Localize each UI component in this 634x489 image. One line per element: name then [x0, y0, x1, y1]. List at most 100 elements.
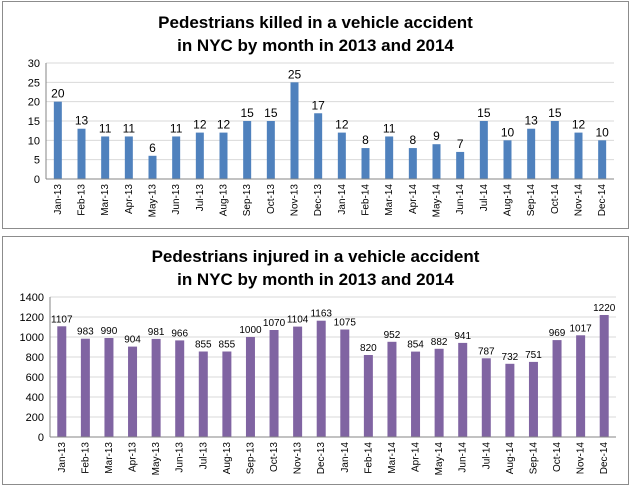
injured-category-label: Jun-13 [175, 442, 186, 473]
killed-category-label: Nov-13 [290, 184, 301, 217]
injured-category-label: Mar-14 [387, 442, 398, 474]
injured-ytick-label: 400 [26, 392, 44, 404]
injured-bar [198, 351, 208, 437]
killed-category-label: May-14 [432, 184, 443, 218]
injured-bar [293, 326, 303, 437]
injured-chart-panel: Pedestrians injured in a vehicle acciden… [2, 236, 629, 485]
killed-data-label: 15 [240, 106, 254, 120]
injured-bar [481, 358, 491, 437]
injured-ytick-label: 0 [38, 432, 44, 444]
killed-ytick-label: 30 [28, 58, 40, 70]
killed-data-label: 11 [99, 121, 112, 135]
killed-category-label: Mar-14 [384, 184, 395, 216]
killed-bar [314, 113, 323, 179]
injured-data-label: 787 [478, 346, 495, 357]
injured-category-label: Apr-14 [411, 442, 422, 472]
killed-bar [101, 136, 110, 179]
killed-category-label: Apr-13 [124, 184, 135, 214]
injured-data-label: 1075 [334, 318, 357, 329]
injured-category-label: Nov-14 [576, 442, 587, 475]
killed-category-label: Apr-14 [408, 184, 419, 214]
killed-category-label: Feb-14 [361, 184, 372, 216]
injured-bar [245, 337, 255, 437]
injured-bar [599, 315, 609, 437]
killed-data-label: 10 [595, 125, 609, 139]
killed-data-label: 17 [311, 98, 325, 112]
injured-data-label: 1163 [310, 309, 332, 320]
injured-data-label: 855 [195, 340, 212, 351]
injured-bar [175, 340, 185, 437]
killed-bar [598, 140, 607, 179]
injured-bar [505, 363, 515, 437]
injured-bar [434, 348, 444, 437]
injured-data-label: 941 [454, 331, 471, 342]
killed-ytick-label: 15 [28, 116, 40, 128]
killed-data-label: 9 [433, 129, 440, 143]
killed-data-label: 11 [170, 121, 183, 135]
killed-bar [456, 151, 465, 179]
injured-category-label: Jan-13 [57, 442, 68, 473]
killed-data-label: 11 [123, 121, 136, 135]
killed-category-label: Jun-14 [455, 184, 466, 215]
killed-bar [479, 121, 488, 179]
injured-data-label: 1220 [593, 303, 616, 314]
injured-category-label: Oct-13 [269, 442, 280, 472]
injured-category-label: May-14 [434, 442, 445, 476]
injured-bar [458, 342, 468, 437]
injured-data-label: 969 [549, 328, 566, 339]
killed-chart-title-line1: Pedestrians killed in a vehicle accident [158, 13, 473, 32]
injured-data-label: 854 [407, 340, 424, 351]
killed-bar [503, 140, 512, 179]
killed-category-label: Oct-14 [550, 184, 561, 214]
injured-data-label: 820 [360, 343, 377, 354]
injured-category-label: Feb-13 [80, 442, 91, 474]
killed-category-label: Sep-13 [242, 184, 253, 217]
killed-category-label: Jan-13 [53, 184, 64, 215]
killed-data-label: 6 [149, 141, 156, 155]
injured-ytick-label: 600 [26, 372, 44, 384]
injured-bar [316, 320, 326, 437]
injured-data-label: 1107 [51, 314, 73, 325]
injured-bar [387, 341, 397, 437]
killed-category-label: Jun-13 [171, 184, 182, 215]
injured-ytick-label: 200 [26, 412, 44, 424]
injured-data-label: 751 [525, 350, 542, 361]
injured-category-label: Mar-13 [104, 442, 115, 474]
killed-bar [172, 136, 181, 179]
killed-chart-plot: 0 5 10 15 20 25 30 20 Jan-13 13 Feb-13 11 Mar-13 11 Ap… [28, 58, 614, 218]
killed-data-label: 20 [51, 87, 65, 101]
injured-category-label: Sep-14 [528, 442, 539, 475]
injured-bar [151, 338, 161, 437]
injured-category-label: Aug-14 [505, 442, 516, 475]
killed-data-label: 7 [457, 137, 464, 151]
killed-category-label: Jan-14 [337, 184, 348, 215]
killed-data-label: 8 [362, 133, 369, 147]
injured-data-label: 732 [502, 352, 519, 363]
killed-data-label: 12 [217, 118, 231, 132]
injured-bar [269, 330, 279, 437]
injured-data-label: 1070 [263, 318, 286, 329]
killed-data-label: 15 [477, 106, 491, 120]
injured-category-label: Feb-14 [363, 442, 374, 474]
injured-data-label: 904 [124, 335, 141, 346]
injured-data-label: 1017 [570, 323, 593, 334]
injured-chart-title-line1: Pedestrians injured in a vehicle acciden… [151, 247, 480, 266]
killed-category-label: May-13 [148, 184, 159, 218]
killed-category-label: Jul-14 [479, 184, 490, 212]
killed-ytick-label: 5 [34, 155, 40, 167]
killed-category-label: Feb-13 [77, 184, 88, 216]
injured-data-label: 981 [148, 327, 165, 338]
injured-category-label: Jul-13 [198, 442, 209, 470]
killed-bar [53, 101, 62, 179]
killed-data-label: 12 [193, 118, 207, 132]
injured-category-label: Oct-14 [552, 442, 563, 472]
injured-bar [528, 361, 538, 437]
killed-ytick-label: 20 [28, 97, 40, 109]
killed-bar [337, 132, 346, 179]
injured-category-label: May-13 [151, 442, 162, 476]
killed-ytick-label: 10 [28, 135, 40, 147]
injured-bar [128, 346, 138, 437]
injured-ytick-label: 1000 [20, 332, 44, 344]
killed-data-label: 12 [572, 118, 586, 132]
injured-bar [222, 351, 232, 437]
